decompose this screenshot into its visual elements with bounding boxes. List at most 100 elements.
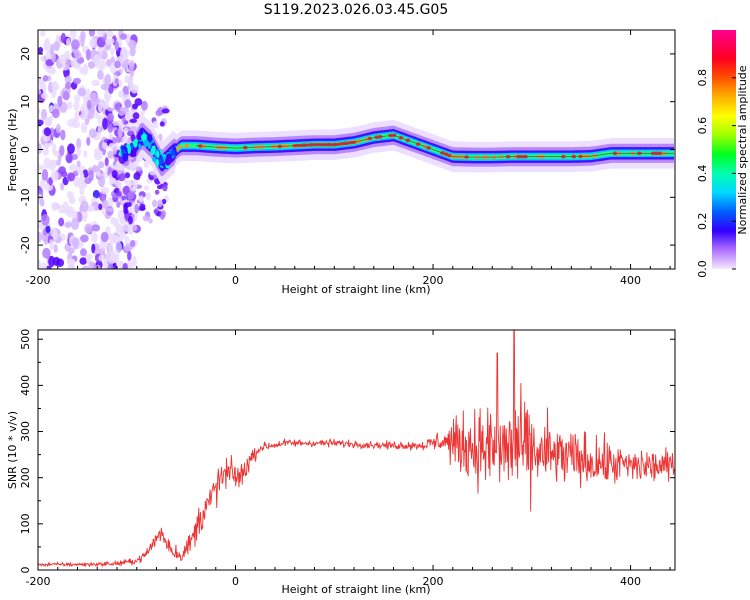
spectrogram-noise-blob	[41, 169, 49, 181]
spectrogram-noise-blob	[109, 177, 117, 185]
spectrogram-noise-blob	[79, 66, 87, 75]
spectrogram-noise-blob	[132, 224, 138, 232]
spectrogram-ridge-blob	[138, 143, 142, 150]
spectrogram-noise-blob	[84, 223, 93, 234]
snr-series-line	[38, 330, 675, 568]
spectrogram-noise-blob	[89, 38, 96, 48]
colorbar-tick-label: 0.0	[696, 260, 709, 278]
spectrogram-noise-blob	[79, 171, 85, 184]
spectrogram-noise-blob	[65, 37, 71, 47]
spectrogram-noise-blob	[91, 232, 98, 244]
spectrogram-noise-blob	[98, 101, 103, 113]
spectrogram-noise-blob	[59, 145, 65, 157]
spectrogram-noise-blob	[42, 247, 51, 259]
spectrogram-noise-blob	[132, 112, 140, 120]
spectrogram-noise-blob	[161, 108, 170, 114]
spectrogram-noise-blob	[107, 150, 114, 159]
spectrogram-noise-blob	[48, 115, 53, 123]
spectrogram-ridge-blob	[137, 132, 142, 141]
spectrogram-noise-blob	[49, 127, 55, 139]
spectrogram-ridge-blob	[151, 145, 156, 150]
snr-ytick-label: 0	[19, 567, 32, 574]
spectrogram-noise-blob	[40, 92, 48, 99]
spectrogram-noise-blob	[116, 201, 121, 208]
spectrogram-noise-blob	[69, 30, 77, 40]
spectrogram-noise-blob	[106, 207, 114, 212]
spectrogram-noise-blob	[39, 30, 46, 37]
spectrogram-noise-blob	[104, 157, 109, 167]
spectrogram-noise-blob	[70, 39, 80, 50]
spectrogram-noise-blob	[129, 162, 137, 171]
spectrogram-noise-blob	[92, 190, 100, 199]
spectrogram-noise-blob	[102, 100, 110, 110]
spectrogram-noise-blob	[69, 164, 78, 172]
spectrogram-noise-blob	[128, 39, 137, 50]
spectrogram-noise-blob	[76, 160, 81, 168]
spectrogram-noise-blob	[130, 84, 139, 94]
snr-xtick-label: 200	[423, 575, 444, 588]
spectrogram-noise-blob	[51, 170, 59, 182]
spectrogram-ridge-blob	[164, 157, 171, 166]
spectrogram-frame	[37, 29, 676, 270]
spectrogram-ytick-label: -10	[19, 188, 32, 206]
spectrogram-noise-blob	[133, 172, 141, 181]
spectrogram-noise-blob	[98, 161, 105, 169]
spectrogram-ridge-blob	[170, 149, 176, 156]
spectrogram-noise-blob	[60, 32, 66, 44]
spectrogram-noise-blob	[129, 118, 138, 124]
spectrogram-noise-blob	[94, 151, 103, 161]
spectrogram-noise-blob	[128, 125, 138, 132]
spectrogram-ylabel: Frequency (Hz)	[6, 109, 19, 192]
spectrogram-noise-blob	[51, 52, 56, 63]
spectrogram-noise-blob	[154, 189, 160, 195]
spectrogram-peak-dot	[184, 143, 190, 148]
spectrogram-noise-blob	[82, 210, 88, 221]
spectrogram-noise-blob	[162, 183, 168, 192]
spectrogram-noise-blob	[104, 73, 112, 86]
spectrogram-noise-blob	[38, 259, 42, 269]
spectrogram-xtick-label: -200	[26, 274, 51, 287]
spectrogram-noise-blob	[138, 195, 145, 203]
spectrogram-noise-blob	[39, 198, 45, 207]
spectrogram-noise-blob	[107, 263, 114, 269]
spectrogram-noise-blob	[73, 101, 80, 112]
spectrogram-band	[136, 130, 675, 169]
spectrogram-noise-blob	[145, 192, 151, 201]
spectrogram-noise-blob	[67, 247, 75, 254]
spectrogram-ridge-blob	[155, 158, 159, 167]
spectrogram-noise-blob	[124, 202, 132, 208]
spectrogram-noise-blob	[105, 58, 112, 67]
spectrogram-noise-blob	[80, 234, 89, 243]
spectrogram-noise-blob	[88, 61, 95, 69]
spectrogram-noise-blob	[49, 238, 54, 251]
spectrogram-noise-blob	[107, 197, 113, 209]
spectrogram-noise-blob	[98, 203, 103, 211]
spectrogram-noise-blob	[88, 261, 95, 269]
spectrogram-noise-blob	[124, 236, 130, 246]
spectrogram-noise-blob	[144, 185, 149, 191]
spectrogram-noise-blob	[142, 214, 150, 222]
spectrogram-noise-blob	[121, 116, 126, 122]
spectrogram-noise-blob	[110, 254, 120, 264]
spectrogram-noise-blob	[149, 170, 156, 176]
spectrogram-ridge-blob	[147, 133, 153, 142]
spectrogram-noise-blob	[108, 133, 113, 142]
spectrogram-noise-blob	[85, 88, 91, 99]
colorbar-tick-label: 0.8	[696, 69, 709, 87]
spectrogram-noise-blob	[71, 153, 78, 160]
spectrogram-noise-blob	[99, 60, 107, 70]
spectrogram-noise-blob	[121, 165, 126, 172]
spectrogram-ridge-blob	[166, 153, 172, 160]
spectrogram-noise-blob	[38, 143, 42, 155]
spectrogram-noise-blob	[83, 150, 88, 158]
spectrogram-noise-blob	[124, 172, 131, 179]
spectrogram-noise-blob	[85, 48, 91, 61]
spectrogram-noise-blob	[117, 127, 123, 138]
spectrogram-noise-blob	[152, 120, 159, 129]
spectrogram-noise-blob	[79, 187, 85, 196]
spectrogram-noise-blob	[107, 107, 115, 112]
spectrogram-noise-blob	[108, 38, 115, 45]
spectrogram-noise-blob	[72, 237, 80, 250]
spectrogram-noise-blob	[148, 218, 153, 224]
spectrogram-ridge-line	[195, 134, 674, 158]
